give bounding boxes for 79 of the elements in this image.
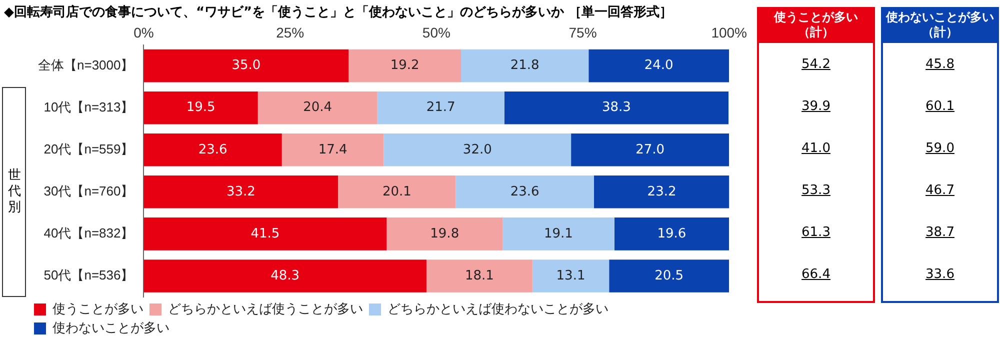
data-label: 13.1 <box>556 268 586 284</box>
data-label: 27.0 <box>636 142 665 158</box>
bar <box>614 218 730 250</box>
text: 46.7 <box>924 182 956 198</box>
data-label: 21.8 <box>510 58 540 74</box>
category-label: 使わないことが多い（計） <box>881 6 999 43</box>
y-tick-label: 全体【n=3000】 <box>38 57 134 72</box>
text: 38.7 <box>924 224 956 240</box>
data-label: 19.6 <box>657 226 686 242</box>
bar <box>144 91 258 124</box>
data-label: 20.5 <box>654 268 684 284</box>
data-label: 19.8 <box>430 226 460 242</box>
text: 66.4 <box>800 266 832 282</box>
data-label: 24.0 <box>644 58 674 74</box>
text: 39.9 <box>800 98 832 114</box>
text: 60.1 <box>924 98 956 114</box>
bar <box>258 91 378 124</box>
bar <box>502 218 614 250</box>
text: 45.8 <box>924 56 956 72</box>
data-label: 21.7 <box>426 100 456 116</box>
x-tick-label: 0% <box>134 24 154 40</box>
text: 世代別 <box>8 168 22 216</box>
data-label: 41.5 <box>250 226 280 242</box>
bar <box>144 218 387 250</box>
text: 61.3 <box>800 224 832 240</box>
data-label: 20.4 <box>303 100 332 116</box>
y-tick-label: 30代【n=760】 <box>44 183 134 198</box>
legend-label: どちらかといえば使わないことが多い <box>388 301 608 316</box>
y-tick-label: 40代【n=832】 <box>44 226 134 241</box>
bar <box>282 133 384 166</box>
y-tick-label: 10代【n=313】 <box>44 99 134 114</box>
data-label: 19.1 <box>544 226 573 242</box>
text: 33.6 <box>924 266 956 282</box>
legend-label: 使うことが多い <box>52 301 144 316</box>
data-label: 35.0 <box>232 58 261 74</box>
data-label: 17.4 <box>318 142 348 158</box>
bar <box>338 176 456 208</box>
data-label: 19.5 <box>186 100 216 116</box>
bar <box>377 91 504 124</box>
bar <box>588 49 730 82</box>
x-tick-label: 75% <box>568 24 597 40</box>
bar <box>504 91 729 124</box>
data-label: 23.6 <box>198 142 228 158</box>
bar <box>144 260 426 292</box>
category-label: 使うことが多い（計） <box>757 6 875 43</box>
bar <box>532 260 610 292</box>
text: 53.3 <box>800 182 832 198</box>
text: 59.0 <box>924 140 956 156</box>
data-label: 23.6 <box>510 184 540 200</box>
bar <box>456 176 594 208</box>
chart-title: ◆回転寿司店での食事について、“ワサビ”を「使うこと」と「使わないこと」のどちらが多いか ［単一回答形式］ <box>4 4 673 21</box>
text: 41.0 <box>800 140 832 156</box>
bar <box>426 260 532 292</box>
bar <box>461 49 589 82</box>
bar <box>144 49 349 82</box>
bar <box>144 133 282 166</box>
text: 54.2 <box>800 56 832 72</box>
data-label: 19.2 <box>390 58 420 74</box>
data-label: 38.3 <box>602 100 631 116</box>
bar <box>384 133 572 166</box>
bar <box>348 49 462 82</box>
bar <box>386 218 503 250</box>
bar <box>594 176 730 208</box>
y-tick-label: 20代【n=559】 <box>44 141 134 156</box>
data-label: 20.1 <box>382 184 412 200</box>
x-tick-label: 50% <box>422 24 450 40</box>
bar <box>144 176 338 208</box>
data-label: 23.2 <box>647 184 676 200</box>
data-label: 18.1 <box>464 268 494 284</box>
y-tick-label: 50代【n=536】 <box>44 268 134 283</box>
bar <box>571 133 730 166</box>
legend-label: 使わないことが多い <box>52 320 170 336</box>
data-label: 33.2 <box>226 184 256 200</box>
bar <box>609 260 730 292</box>
data-label: 48.3 <box>270 268 300 284</box>
data-label: 32.0 <box>462 142 492 158</box>
x-tick-label: 100% <box>711 24 748 40</box>
legend-label: どちらかといえば使うことが多い <box>168 301 363 316</box>
x-tick-label: 25% <box>276 24 304 40</box>
